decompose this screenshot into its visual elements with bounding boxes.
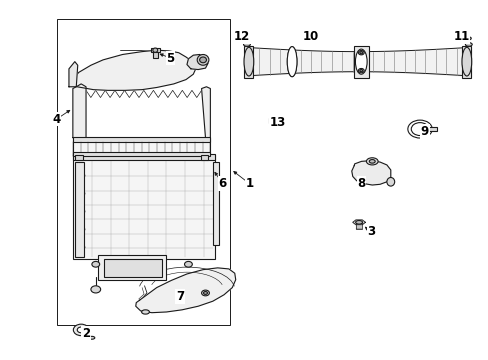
- Bar: [73, 152, 210, 156]
- Text: 11: 11: [452, 30, 468, 43]
- Text: 10: 10: [302, 30, 318, 43]
- Ellipse shape: [358, 50, 364, 55]
- Bar: [104, 259, 161, 277]
- Bar: [353, 45, 368, 78]
- Text: 5: 5: [166, 51, 174, 64]
- Polygon shape: [186, 54, 207, 69]
- Ellipse shape: [359, 69, 362, 72]
- Ellipse shape: [407, 120, 431, 138]
- Ellipse shape: [153, 48, 158, 52]
- Text: 4: 4: [53, 113, 61, 126]
- Ellipse shape: [366, 158, 377, 165]
- Ellipse shape: [386, 177, 394, 186]
- Ellipse shape: [197, 54, 208, 65]
- Bar: [244, 45, 253, 78]
- Ellipse shape: [92, 261, 100, 267]
- Text: 7: 7: [176, 290, 184, 303]
- Bar: [212, 162, 218, 244]
- Ellipse shape: [243, 42, 250, 46]
- Bar: [73, 136, 210, 142]
- Ellipse shape: [91, 286, 101, 293]
- Ellipse shape: [286, 46, 296, 77]
- Polygon shape: [136, 268, 235, 313]
- Ellipse shape: [461, 47, 471, 76]
- Text: 12: 12: [233, 30, 250, 43]
- Polygon shape: [73, 84, 86, 138]
- Ellipse shape: [73, 324, 89, 336]
- Text: 3: 3: [366, 225, 375, 238]
- Bar: [427, 127, 436, 131]
- Bar: [57, 19, 229, 325]
- Bar: [73, 154, 215, 160]
- Ellipse shape: [184, 261, 192, 267]
- Bar: [73, 138, 210, 156]
- Ellipse shape: [199, 57, 206, 63]
- Bar: [98, 255, 166, 280]
- Bar: [75, 155, 82, 160]
- Ellipse shape: [274, 118, 284, 123]
- Ellipse shape: [244, 47, 253, 76]
- Ellipse shape: [368, 159, 374, 163]
- Ellipse shape: [77, 327, 85, 333]
- Ellipse shape: [277, 119, 282, 122]
- Bar: [268, 118, 276, 123]
- Text: 8: 8: [357, 177, 365, 190]
- Text: 2: 2: [82, 327, 90, 340]
- Ellipse shape: [359, 51, 362, 54]
- Bar: [462, 45, 470, 78]
- Bar: [200, 155, 208, 160]
- Bar: [355, 223, 361, 229]
- Ellipse shape: [465, 42, 471, 46]
- Ellipse shape: [410, 123, 428, 135]
- Text: 9: 9: [420, 125, 428, 138]
- Ellipse shape: [201, 290, 209, 296]
- Polygon shape: [69, 50, 195, 90]
- Polygon shape: [352, 220, 365, 225]
- Polygon shape: [201, 87, 210, 138]
- Ellipse shape: [203, 292, 207, 294]
- Text: 1: 1: [245, 177, 253, 190]
- Bar: [151, 48, 159, 52]
- Ellipse shape: [355, 49, 366, 74]
- Ellipse shape: [355, 221, 362, 224]
- Ellipse shape: [89, 336, 95, 339]
- Bar: [75, 162, 83, 257]
- Bar: [73, 155, 215, 259]
- Ellipse shape: [142, 310, 149, 314]
- Ellipse shape: [244, 37, 249, 40]
- Text: 6: 6: [218, 177, 226, 190]
- Bar: [153, 52, 158, 58]
- Ellipse shape: [466, 37, 470, 40]
- Text: 13: 13: [269, 116, 285, 129]
- Polygon shape: [351, 161, 390, 185]
- Polygon shape: [69, 62, 78, 87]
- Ellipse shape: [358, 68, 364, 73]
